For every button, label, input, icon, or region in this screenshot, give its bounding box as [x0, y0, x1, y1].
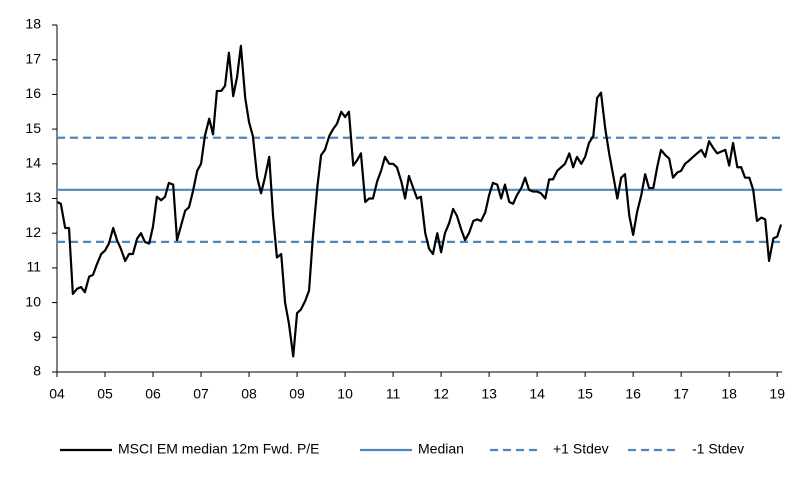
y-tick-label: 14: [25, 155, 41, 171]
y-tick-label: 9: [33, 328, 41, 344]
x-tick-label: 15: [577, 386, 593, 402]
legend-label: -1 Stdev: [692, 441, 744, 457]
y-tick-label: 18: [25, 16, 41, 32]
x-tick-label: 13: [481, 386, 497, 402]
x-tick-label: 07: [193, 386, 209, 402]
legend-label: +1 Stdev: [553, 441, 609, 457]
data-line: [56, 44, 783, 358]
x-tick-label: 06: [145, 386, 161, 402]
x-tick-label: 17: [673, 386, 689, 402]
y-tick-label: 15: [25, 120, 41, 136]
x-tick-label: 14: [529, 386, 545, 402]
x-tick-label: 16: [625, 386, 641, 402]
x-tick-label: 05: [97, 386, 113, 402]
y-tick-label: 11: [26, 259, 41, 275]
x-tick-label: 08: [241, 386, 257, 402]
y-tick-label: 10: [25, 293, 41, 309]
legend-label: MSCI EM median 12m Fwd. P/E: [118, 441, 320, 457]
y-tick-label: 17: [25, 50, 41, 66]
y-tick-label: 13: [25, 189, 41, 205]
x-tick-label: 11: [386, 386, 401, 402]
x-tick-label: 09: [289, 386, 305, 402]
y-tick-label: 16: [25, 85, 41, 101]
legend-label: Median: [418, 441, 464, 457]
x-tick-label: 12: [433, 386, 449, 402]
y-tick-label: 8: [33, 363, 41, 379]
x-tick-label: 19: [769, 386, 785, 402]
x-tick-label: 10: [337, 386, 353, 402]
x-tick-label: 04: [49, 386, 65, 402]
x-tick-label: 18: [721, 386, 737, 402]
y-tick-label: 12: [25, 224, 41, 240]
